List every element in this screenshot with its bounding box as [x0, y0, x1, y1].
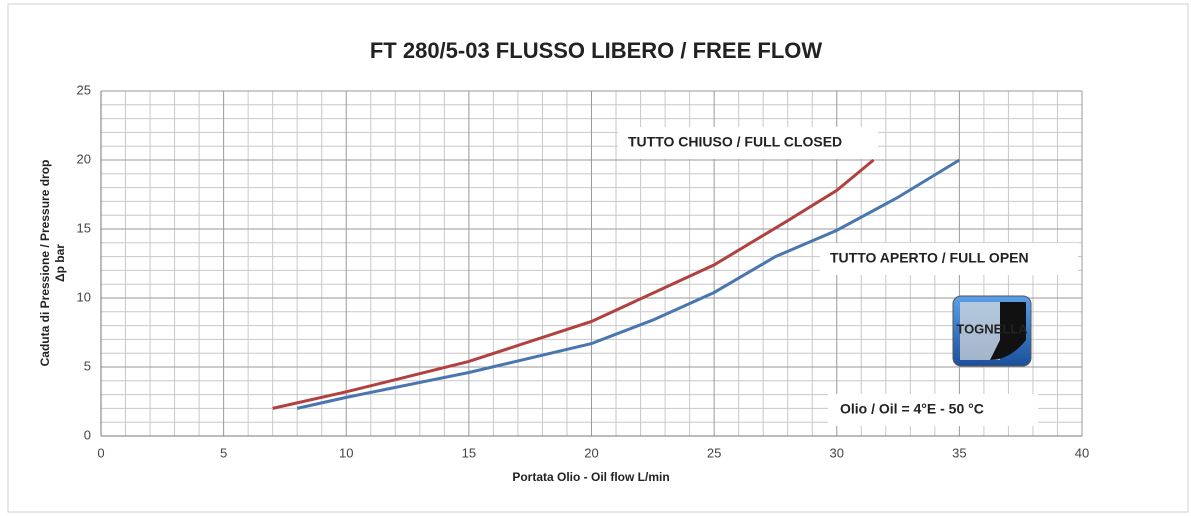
x-tick-label: 10 — [339, 445, 353, 460]
x-tick-label: 0 — [97, 445, 104, 460]
logo-stripes — [960, 302, 1000, 360]
y-tick-label: 25 — [77, 82, 91, 97]
x-tick-label: 35 — [952, 445, 966, 460]
y-tick-label: 10 — [77, 289, 91, 304]
y-tick-label: 15 — [77, 220, 91, 235]
logo-mark — [990, 302, 1026, 360]
x-tick-label: 5 — [220, 445, 227, 460]
data-line — [272, 158, 875, 410]
y-tick-label: 20 — [77, 151, 91, 166]
annotation: Olio / Oil = 4°E - 50 °C — [840, 401, 984, 417]
annotation-box — [828, 394, 1038, 426]
y-axis-label: Caduta di Pressione / Pressure drop — [38, 160, 52, 367]
x-tick-label: 25 — [707, 445, 721, 460]
x-tick-label: 40 — [1075, 445, 1089, 460]
y-tick-label: 5 — [84, 358, 91, 373]
label-box — [820, 243, 1078, 275]
chart-title: FT 280/5-03 FLUSSO LIBERO / FREE FLOW — [370, 38, 823, 63]
x-tick-label: 20 — [584, 445, 598, 460]
series-label: TUTTO CHIUSO / FULL CLOSED — [628, 134, 842, 150]
label-box — [618, 127, 878, 159]
series-label: TUTTO APERTO / FULL OPEN — [830, 250, 1029, 266]
y-tick-label: 0 — [84, 427, 91, 442]
x-tick-label: 30 — [830, 445, 844, 460]
logo-text: TOGNELLA — [956, 321, 1028, 336]
data-line — [296, 158, 961, 410]
x-axis-label: Portata Olio - Oil flow L/min — [512, 470, 669, 484]
y-axis-label: Δp bar — [53, 244, 67, 282]
x-tick-label: 15 — [462, 445, 476, 460]
